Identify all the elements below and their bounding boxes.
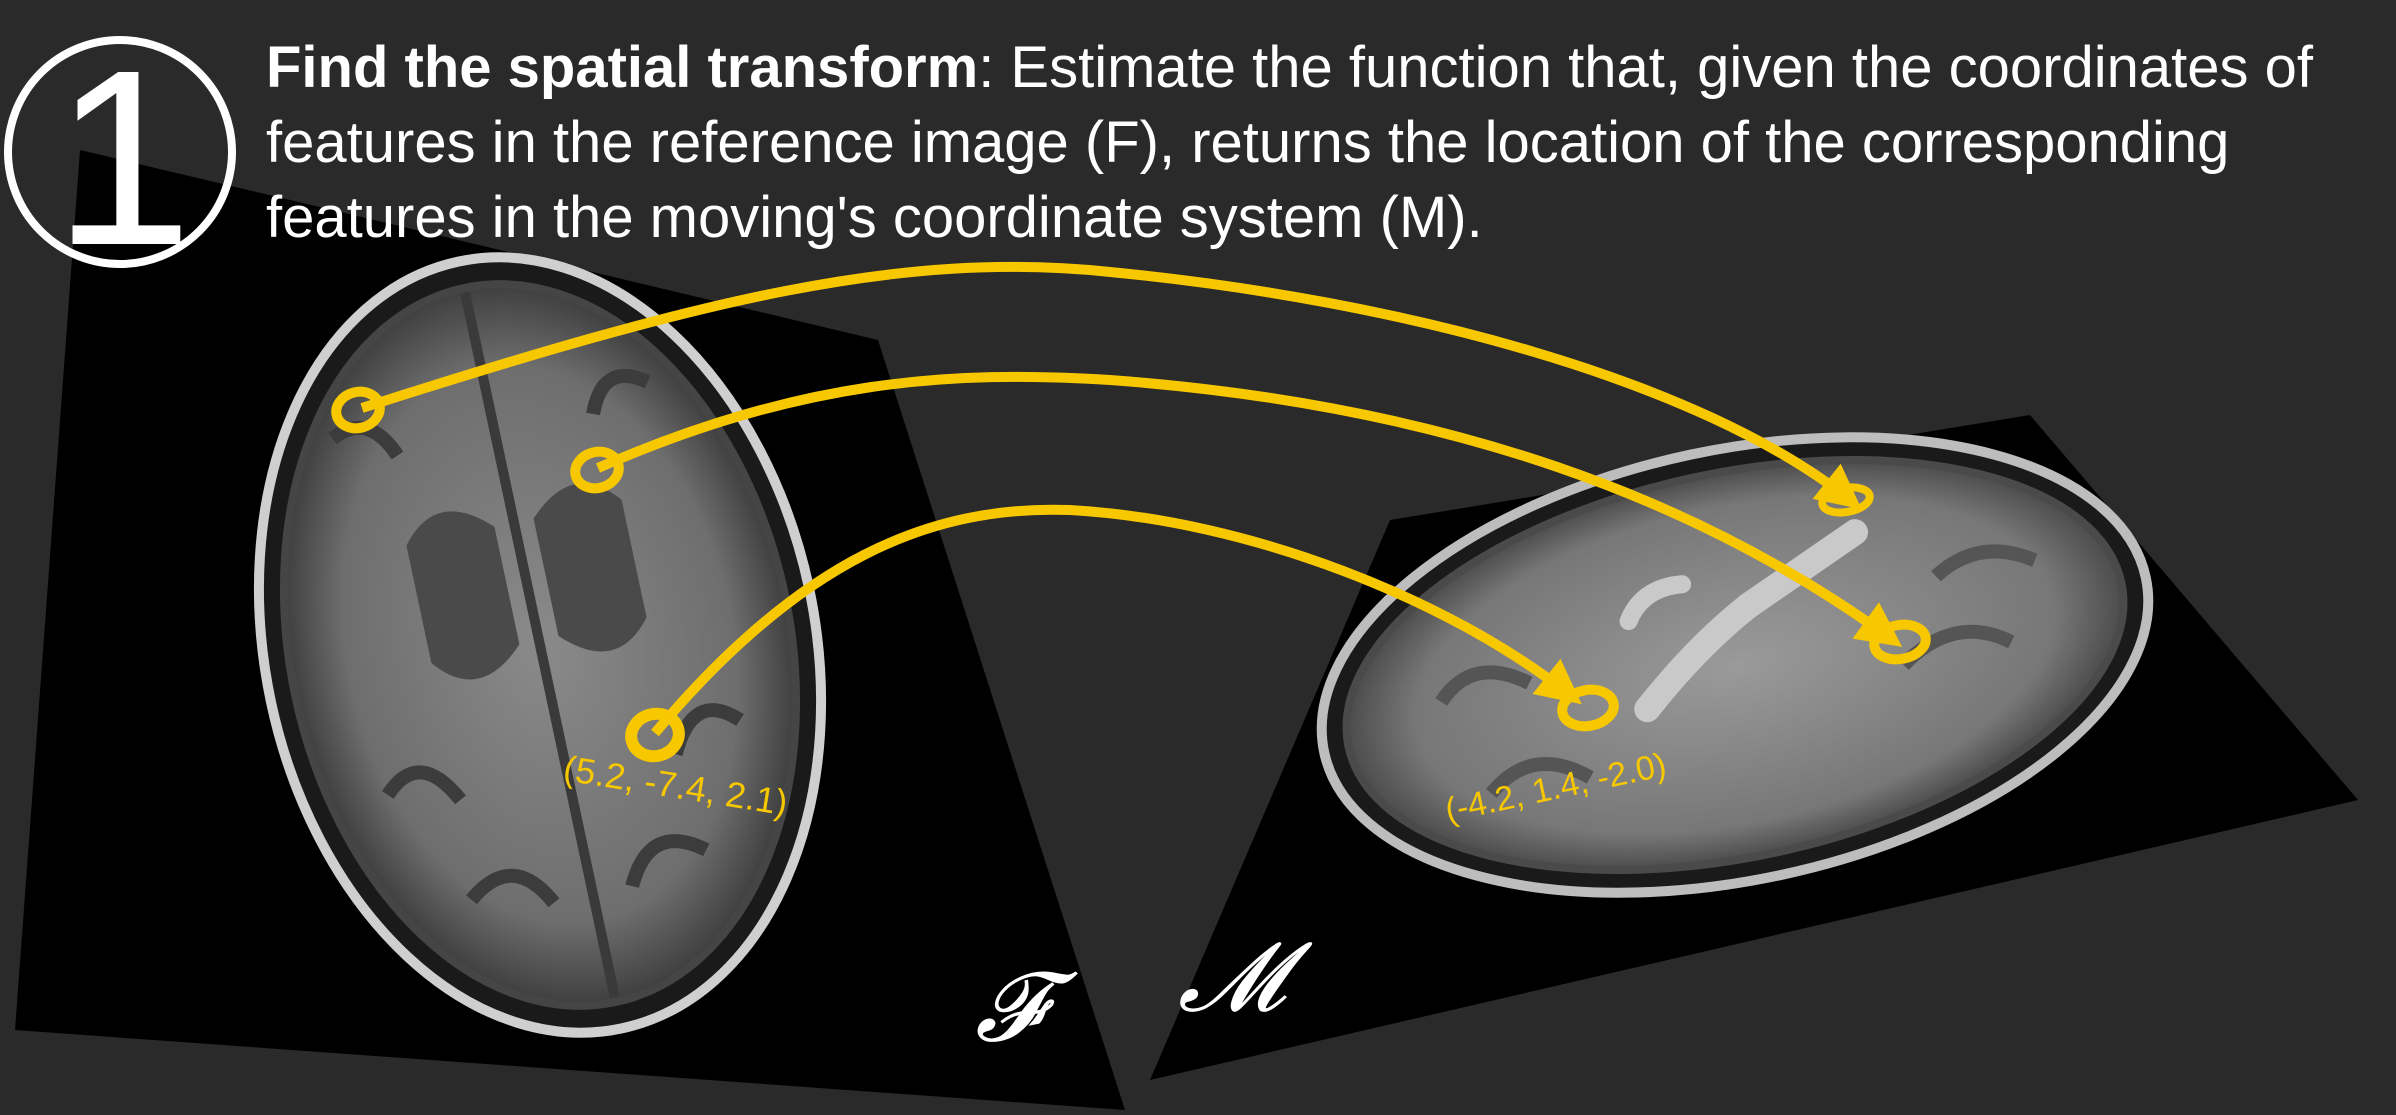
moving-symbol: M: [1398, 185, 1448, 250]
moving-image-panel: [1150, 415, 2358, 1080]
moving-landmark-2: [1869, 619, 1931, 665]
step-number-badge: 1: [4, 33, 236, 283]
caption-text-2: ), returns the location of the correspon…: [266, 110, 2230, 250]
moving-landmark-3: [1557, 684, 1619, 732]
caption-title: Find the spatial transform: [266, 35, 979, 100]
moving-brain-slice: [1316, 432, 2154, 898]
arrow-1: [360, 261, 1862, 510]
arrow-3: [651, 504, 1582, 737]
fixed-landmark-2: [570, 446, 624, 494]
correspondence-arrows: [360, 261, 1903, 737]
arrow-2: [596, 371, 1903, 647]
caption-text-3: ).: [1447, 185, 1483, 250]
fixed-landmark-1: [331, 386, 385, 434]
step-caption: Find the spatial transform: Estimate the…: [266, 30, 2376, 255]
fixed-landmark-3: [625, 707, 685, 763]
moving-landmark-1: [1818, 483, 1874, 517]
caption-text-1: : Estimate the function that, given the …: [266, 35, 2313, 175]
ref-symbol: F: [1104, 110, 1140, 175]
landmarks: [331, 386, 1931, 763]
